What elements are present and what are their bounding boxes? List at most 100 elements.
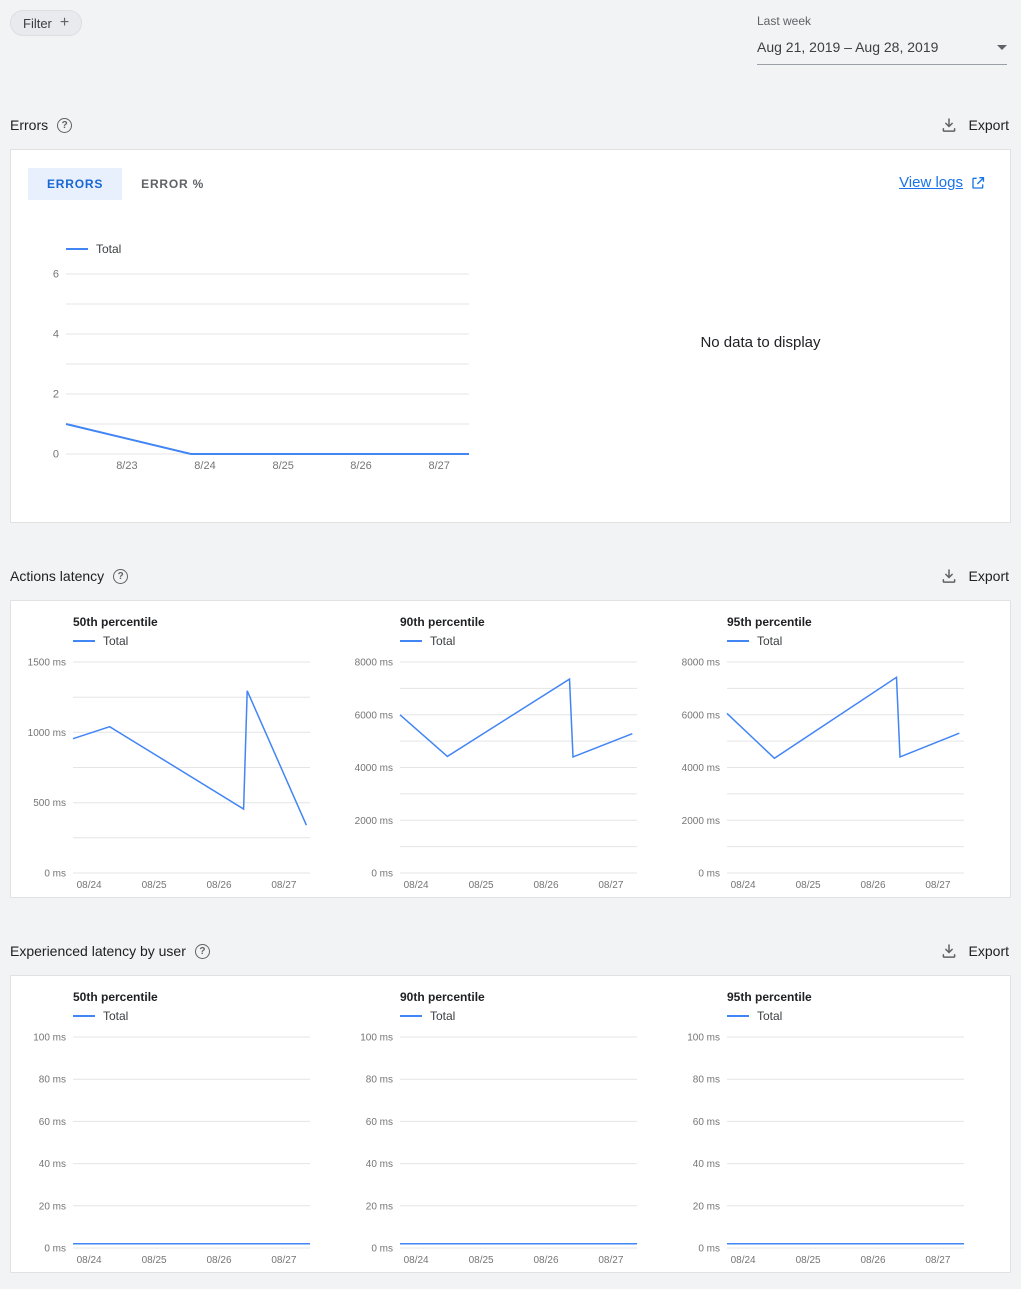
errors-section-header: Errors ? Export bbox=[10, 114, 1009, 136]
actions-latency-card: 50th percentile Total 0 ms 500 ms 1000 ms 1… bbox=[10, 600, 1011, 898]
svg-text:08/24: 08/24 bbox=[77, 1255, 102, 1266]
section-title-actions-latency: Actions latency bbox=[10, 568, 105, 584]
section-title-user-latency: Experienced latency by user bbox=[10, 943, 186, 959]
svg-text:1500 ms: 1500 ms bbox=[28, 658, 66, 669]
download-icon bbox=[942, 944, 955, 958]
svg-text:4000 ms: 4000 ms bbox=[682, 763, 720, 774]
svg-text:0 ms: 0 ms bbox=[371, 869, 393, 880]
legend-line-swatch bbox=[73, 1015, 95, 1017]
user-latency-block-90th: 90th percentile Total 0 ms 20 ms 40 ms 60 m… bbox=[348, 990, 675, 1272]
legend-label: Total bbox=[430, 634, 456, 648]
user-latency-chart-95th: 0 ms 20 ms 40 ms 60 ms 80 ms 100 ms 08/24 08/25… bbox=[675, 1031, 1002, 1272]
svg-text:08/25: 08/25 bbox=[469, 880, 494, 891]
svg-text:100 ms: 100 ms bbox=[360, 1033, 393, 1044]
svg-text:08/24: 08/24 bbox=[404, 880, 429, 891]
legend-label: Total bbox=[757, 634, 783, 648]
svg-text:08/25: 08/25 bbox=[469, 1255, 494, 1266]
svg-text:60 ms: 60 ms bbox=[39, 1117, 66, 1128]
svg-text:08/26: 08/26 bbox=[206, 880, 231, 891]
svg-text:1000 ms: 1000 ms bbox=[28, 728, 66, 739]
svg-text:08/26: 08/26 bbox=[860, 880, 885, 891]
tab-error-percent[interactable]: ERROR % bbox=[141, 177, 205, 191]
date-range-select[interactable]: Aug 21, 2019 – Aug 28, 2019 bbox=[757, 39, 1007, 65]
section-title-errors: Errors bbox=[10, 117, 49, 133]
errors-card: ERRORS ERROR % View logs Total 0 2 4 6 8/23 8… bbox=[10, 149, 1011, 523]
date-range-value: Aug 21, 2019 – Aug 28, 2019 bbox=[757, 39, 939, 55]
user-latency-chart-50th: 0 ms 20 ms 40 ms 60 ms 80 ms 100 ms 08/24 08/25… bbox=[21, 1031, 348, 1272]
svg-text:6000 ms: 6000 ms bbox=[682, 710, 720, 721]
actions-latency-block-50th: 50th percentile Total 0 ms 500 ms 1000 ms 1… bbox=[21, 615, 348, 897]
export-button-errors[interactable]: Export bbox=[940, 116, 1009, 134]
legend-line-swatch bbox=[727, 1015, 749, 1017]
tab-errors[interactable]: ERRORS bbox=[28, 168, 123, 200]
help-icon-user-latency[interactable]: ? bbox=[194, 943, 210, 959]
legend-label: Total bbox=[103, 1009, 129, 1023]
filter-chip[interactable]: Filter + bbox=[10, 10, 83, 36]
svg-text:6000 ms: 6000 ms bbox=[355, 710, 393, 721]
svg-text:0 ms: 0 ms bbox=[698, 1244, 720, 1255]
svg-text:40 ms: 40 ms bbox=[693, 1159, 720, 1170]
date-range-picker[interactable]: Last week Aug 21, 2019 – Aug 28, 2019 bbox=[757, 14, 1007, 65]
topbar: Filter + Last week Aug 21, 2019 – Aug 28… bbox=[10, 10, 1011, 68]
plus-icon: + bbox=[59, 14, 70, 31]
svg-text:20 ms: 20 ms bbox=[366, 1201, 393, 1212]
legend-line-swatch bbox=[400, 640, 422, 642]
chart-title-95th: 95th percentile bbox=[727, 615, 812, 629]
svg-text:80 ms: 80 ms bbox=[39, 1075, 66, 1086]
svg-text:08/27: 08/27 bbox=[271, 880, 296, 891]
chart-title-50th: 50th percentile bbox=[73, 615, 158, 629]
help-icon-errors[interactable]: ? bbox=[57, 117, 73, 133]
legend-label: Total bbox=[430, 1009, 456, 1023]
user-latency-block-95th: 95th percentile Total 0 ms 20 ms 40 ms 60 m… bbox=[675, 990, 1002, 1272]
actions-latency-chart-95th: 0 ms 2000 ms 4000 ms 6000 ms 8000 ms 08/24 08/… bbox=[675, 656, 1002, 897]
svg-text:60 ms: 60 ms bbox=[693, 1117, 720, 1128]
svg-text:8/27: 8/27 bbox=[428, 460, 449, 472]
export-label: Export bbox=[968, 568, 1009, 584]
svg-text:08/24: 08/24 bbox=[77, 880, 102, 891]
export-label: Export bbox=[968, 117, 1009, 133]
svg-text:08/25: 08/25 bbox=[796, 880, 821, 891]
actions-latency-block-90th: 90th percentile Total 0 ms 2000 ms 4000 ms… bbox=[348, 615, 675, 897]
user-latency-card: 50th percentile Total 0 ms 20 ms 40 ms 60 m… bbox=[10, 975, 1011, 1273]
help-icon-actions-latency[interactable]: ? bbox=[113, 568, 129, 584]
svg-text:08/27: 08/27 bbox=[925, 1255, 950, 1266]
dropdown-caret-icon bbox=[997, 44, 1007, 50]
view-logs-link[interactable]: View logs bbox=[899, 174, 986, 191]
svg-text:08/26: 08/26 bbox=[533, 1255, 558, 1266]
legend-label: Total bbox=[103, 634, 129, 648]
chart-title-90th: 90th percentile bbox=[400, 990, 485, 1004]
svg-text:08/24: 08/24 bbox=[731, 880, 756, 891]
user-latency-section-header: Experienced latency by user ? Export bbox=[10, 940, 1009, 962]
svg-text:08/25: 08/25 bbox=[142, 1255, 167, 1266]
export-button-user-latency[interactable]: Export bbox=[940, 942, 1009, 960]
svg-text:08/27: 08/27 bbox=[925, 880, 950, 891]
chart-legend: Total bbox=[73, 1009, 348, 1023]
svg-text:4: 4 bbox=[53, 329, 59, 341]
chart-legend: Total bbox=[727, 634, 1002, 648]
legend-line-swatch bbox=[400, 1015, 422, 1017]
svg-text:100 ms: 100 ms bbox=[687, 1033, 720, 1044]
user-latency-chart-90th: 0 ms 20 ms 40 ms 60 ms 80 ms 100 ms 08/24 08/25… bbox=[348, 1031, 675, 1272]
legend-label: Total bbox=[757, 1009, 783, 1023]
svg-text:8/26: 8/26 bbox=[350, 460, 371, 472]
actions-latency-section-header: Actions latency ? Export bbox=[10, 565, 1009, 587]
svg-text:08/25: 08/25 bbox=[142, 880, 167, 891]
svg-text:8/24: 8/24 bbox=[194, 460, 215, 472]
user-latency-block-50th: 50th percentile Total 0 ms 20 ms 40 ms 60 m… bbox=[21, 990, 348, 1272]
legend-line-swatch bbox=[727, 640, 749, 642]
svg-text:8/23: 8/23 bbox=[116, 460, 137, 472]
svg-text:40 ms: 40 ms bbox=[39, 1159, 66, 1170]
export-button-actions-latency[interactable]: Export bbox=[940, 567, 1009, 585]
svg-text:60 ms: 60 ms bbox=[366, 1117, 393, 1128]
svg-text:20 ms: 20 ms bbox=[39, 1201, 66, 1212]
date-range-caption: Last week bbox=[757, 14, 812, 28]
svg-text:08/26: 08/26 bbox=[533, 880, 558, 891]
svg-text:0 ms: 0 ms bbox=[44, 1244, 66, 1255]
errors-tabs: ERRORS ERROR % bbox=[28, 168, 223, 200]
svg-text:2000 ms: 2000 ms bbox=[355, 816, 393, 827]
errors-chart: 0 2 4 6 8/23 8/24 8/25 8/26 8/27 bbox=[11, 268, 511, 480]
chart-legend: Total bbox=[400, 634, 675, 648]
svg-text:08/27: 08/27 bbox=[598, 880, 623, 891]
filter-label: Filter bbox=[23, 15, 52, 31]
svg-text:2000 ms: 2000 ms bbox=[682, 816, 720, 827]
